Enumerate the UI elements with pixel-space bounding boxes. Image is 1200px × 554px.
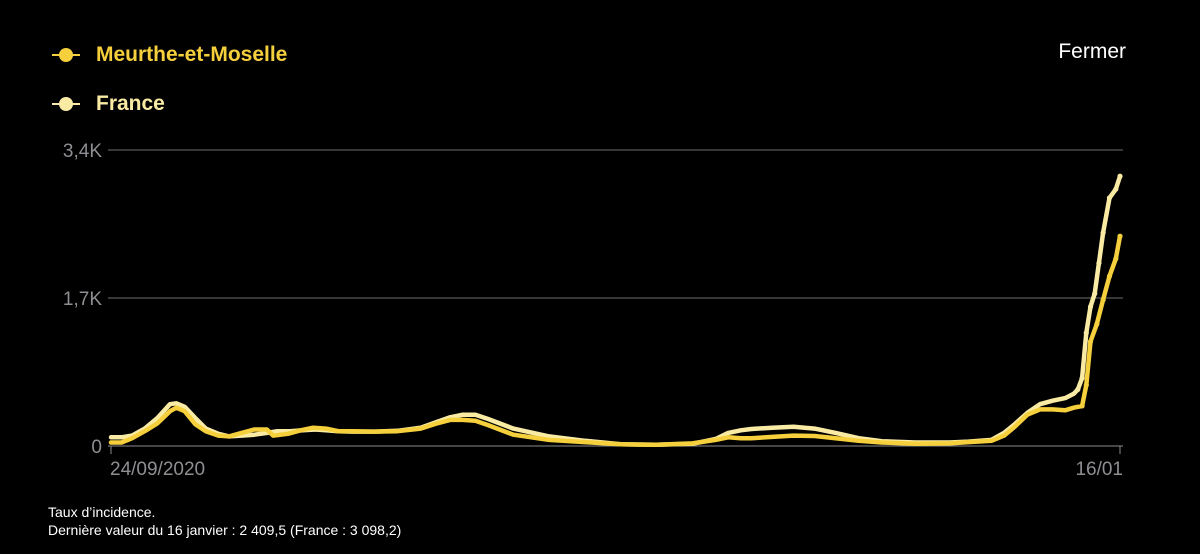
- series-point-france: [1087, 304, 1094, 310]
- series-point-france: [1117, 173, 1123, 179]
- legend-label-meurthe-et-moselle: Meurthe-et-Moselle: [96, 42, 288, 66]
- series-line-france: [108, 174, 1123, 447]
- series-point-meurthe-et-moselle: [1079, 403, 1085, 409]
- x-tick-label-end: 16/01: [1075, 459, 1123, 480]
- y-tick-label: 3,4K: [63, 141, 102, 162]
- series-point-meurthe-et-moselle: [1117, 233, 1123, 239]
- series-point-france: [1092, 291, 1098, 297]
- series-point-france: [1096, 260, 1102, 266]
- series-point-meurthe-et-moselle: [1083, 382, 1089, 388]
- series-point-meurthe-et-moselle: [1094, 321, 1100, 327]
- series-point-france: [1113, 186, 1119, 192]
- series-point-meurthe-et-moselle: [1113, 256, 1119, 262]
- y-tick-label: 1,7K: [63, 289, 102, 310]
- legend-item-meurthe-et-moselle[interactable]: Meurthe-et-Moselle: [52, 30, 287, 79]
- series-point-france: [1083, 330, 1089, 336]
- legend-item-france[interactable]: France: [52, 79, 287, 128]
- legend-marker-icon: [52, 96, 80, 111]
- close-button[interactable]: Fermer: [1058, 40, 1126, 63]
- series-point-france: [1100, 230, 1106, 236]
- series-point-meurthe-et-moselle: [1106, 273, 1113, 279]
- legend: Meurthe-et-Moselle France: [52, 30, 287, 128]
- series-point-france: [1079, 375, 1085, 381]
- series-line-meurthe-et-moselle: [108, 233, 1123, 447]
- series-point-france: [1106, 195, 1113, 201]
- caption-title: Taux d’incidence.: [48, 504, 156, 520]
- legend-label-france: France: [96, 91, 165, 115]
- series-point-france: [1075, 386, 1081, 393]
- series-point-meurthe-et-moselle: [1100, 297, 1106, 303]
- legend-marker-icon: [52, 47, 80, 62]
- x-tick-label-start: 24/09/2020: [110, 459, 205, 480]
- y-tick-label: 0: [91, 437, 102, 458]
- caption: Taux d’incidence. Dernière valeur du 16 …: [48, 503, 401, 539]
- series-point-meurthe-et-moselle: [1087, 338, 1094, 345]
- caption-last-value: Dernière valeur du 16 janvier : 2 409,5 …: [48, 522, 402, 538]
